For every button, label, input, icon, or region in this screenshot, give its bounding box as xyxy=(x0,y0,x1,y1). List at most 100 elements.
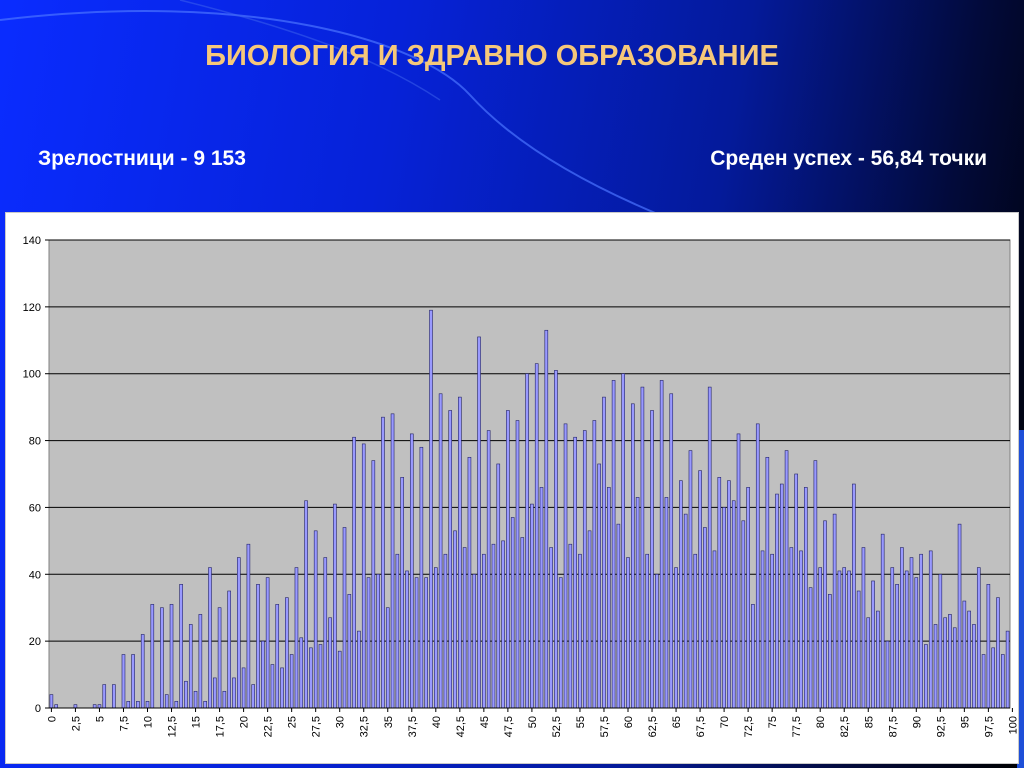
bar xyxy=(876,610,880,709)
bar xyxy=(92,704,97,709)
bar xyxy=(655,573,659,709)
bar xyxy=(775,493,779,709)
bar xyxy=(318,644,323,709)
bar xyxy=(770,553,774,709)
bar xyxy=(544,329,549,709)
x-tick-label: 15 xyxy=(191,716,203,728)
bar xyxy=(121,654,126,709)
bar xyxy=(222,690,227,709)
bar xyxy=(924,644,928,709)
bar xyxy=(861,547,866,709)
average-score: Среден успех - 56,84 точки xyxy=(710,147,987,170)
bar xyxy=(112,684,116,709)
bar xyxy=(54,704,58,709)
bar xyxy=(136,701,140,709)
bar xyxy=(587,530,592,709)
bar xyxy=(914,577,919,709)
bar xyxy=(952,627,957,709)
bar xyxy=(948,614,952,709)
bar xyxy=(164,694,169,709)
bar xyxy=(933,624,938,709)
bar xyxy=(818,567,822,709)
bar xyxy=(357,630,361,709)
bar xyxy=(842,567,847,709)
bar xyxy=(212,677,217,709)
bar xyxy=(482,553,486,709)
bar xyxy=(972,624,976,709)
x-tick-label: 30 xyxy=(335,716,347,728)
bar xyxy=(582,430,587,709)
bar xyxy=(97,704,102,709)
x-tick-label: 42,5 xyxy=(455,716,467,737)
bar xyxy=(751,604,755,709)
bar xyxy=(486,430,491,709)
x-tick-label: 95 xyxy=(959,716,971,728)
bar xyxy=(1001,654,1005,709)
bar xyxy=(597,463,601,709)
bar xyxy=(145,701,150,709)
x-tick-label: 2,5 xyxy=(70,716,82,731)
bar xyxy=(160,607,164,709)
bar xyxy=(981,654,986,709)
bar xyxy=(409,433,414,709)
bar xyxy=(602,396,606,709)
bar xyxy=(275,604,280,709)
bar xyxy=(631,403,635,709)
bar xyxy=(794,473,798,709)
y-tick-label: 100 xyxy=(23,369,41,381)
x-tick-label: 87,5 xyxy=(887,716,899,737)
bar xyxy=(237,557,241,709)
x-tick-label: 60 xyxy=(623,716,635,728)
x-tick-label: 7,5 xyxy=(118,716,130,731)
bar xyxy=(261,640,265,709)
bar xyxy=(943,617,947,709)
bar xyxy=(885,640,890,709)
bar xyxy=(323,557,328,709)
bar xyxy=(659,380,664,709)
y-tick-label: 80 xyxy=(29,436,41,448)
bar xyxy=(688,450,693,709)
bar xyxy=(760,550,765,709)
bar xyxy=(361,443,366,709)
bar xyxy=(880,533,885,709)
bar xyxy=(573,436,577,709)
bar xyxy=(193,690,198,709)
bar xyxy=(102,684,107,709)
bar xyxy=(424,577,428,709)
x-tick-label: 92,5 xyxy=(935,716,947,737)
bar xyxy=(563,423,568,709)
bar xyxy=(381,416,385,709)
bar xyxy=(371,460,376,709)
bar xyxy=(458,396,462,709)
bar xyxy=(140,634,145,709)
bar xyxy=(337,650,342,709)
y-tick-label: 20 xyxy=(29,636,41,648)
y-tick-label: 0 xyxy=(35,703,41,715)
x-tick-label: 70 xyxy=(719,716,731,728)
bar xyxy=(669,393,674,709)
bar xyxy=(727,480,731,709)
x-tick-label: 37,5 xyxy=(407,716,419,737)
bar xyxy=(395,553,400,709)
x-tick-label: 55 xyxy=(575,716,587,728)
bar xyxy=(280,667,284,709)
bar xyxy=(847,570,851,709)
bar xyxy=(179,584,183,709)
bar xyxy=(131,654,135,709)
bar xyxy=(611,380,616,709)
x-tick-label: 50 xyxy=(527,716,539,728)
x-tick-label: 65 xyxy=(671,716,683,728)
bar xyxy=(693,553,698,709)
bar xyxy=(285,597,289,709)
x-tick-label: 52,5 xyxy=(551,716,563,737)
bar xyxy=(251,684,256,709)
y-tick-label: 60 xyxy=(29,502,41,514)
bar xyxy=(828,594,832,709)
bar xyxy=(294,567,299,709)
bar xyxy=(438,393,443,709)
bar xyxy=(366,577,371,709)
x-tick-label: 5 xyxy=(94,716,106,722)
bar xyxy=(328,617,332,709)
x-tick-label: 22,5 xyxy=(263,716,275,737)
